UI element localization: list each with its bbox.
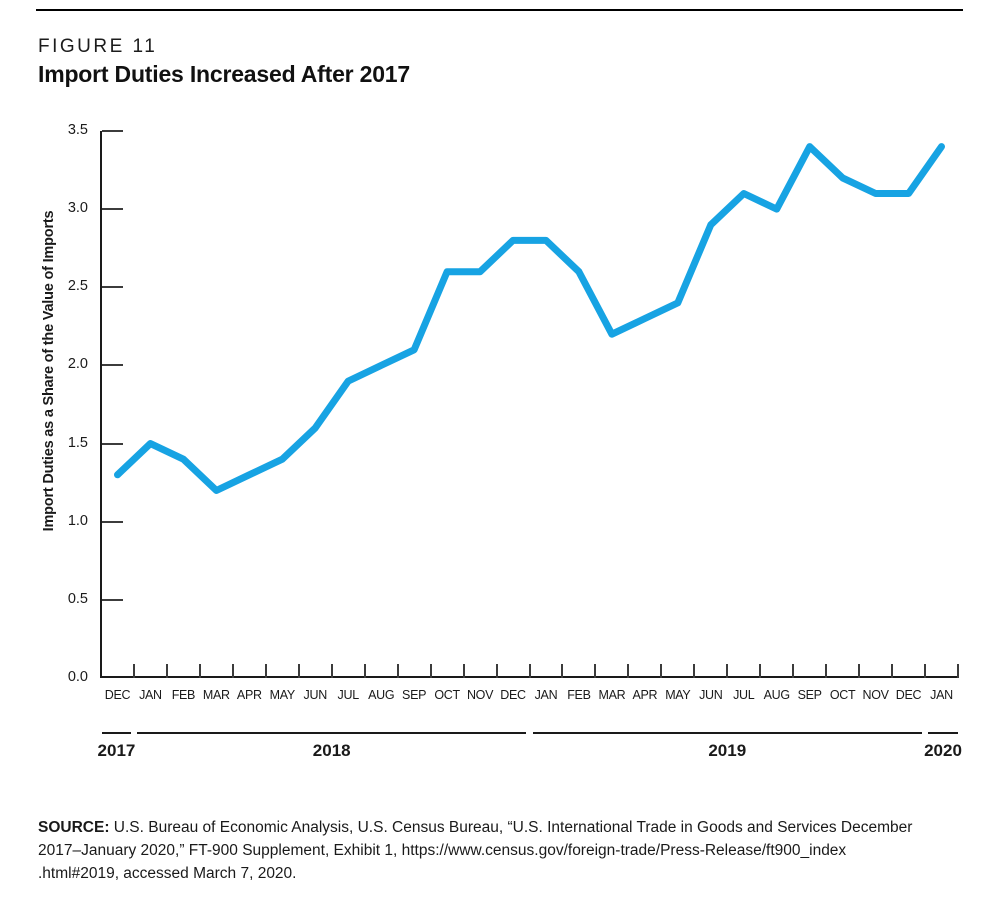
- y-tick-label: 3.0: [67, 200, 88, 217]
- top-rule: [36, 9, 963, 11]
- x-tick: [264, 664, 267, 678]
- figure-title: Import Duties Increased After 2017: [38, 61, 410, 87]
- source-label: SOURCE:: [38, 819, 114, 836]
- x-tick: [924, 664, 927, 678]
- x-month-label: APR: [632, 688, 658, 702]
- x-tick: [198, 664, 201, 678]
- x-month-label: AUG: [368, 688, 395, 702]
- x-tick: [165, 664, 168, 678]
- year-line: [928, 732, 958, 734]
- x-month-label: SEP: [402, 688, 427, 702]
- x-month-label: OCT: [829, 688, 856, 702]
- y-tick: [102, 598, 123, 601]
- y-tick-label: 2.5: [67, 278, 88, 295]
- y-tick-label: 0.0: [67, 669, 88, 685]
- year-label: 2017: [97, 741, 136, 760]
- x-month-label: DEC: [104, 688, 131, 702]
- x-tick: [693, 664, 696, 678]
- y-tick: [102, 442, 123, 445]
- source-line: 2017–January 2020,” FT-900 Supplement, E…: [38, 842, 847, 859]
- x-tick: [594, 664, 597, 678]
- x-month-label: OCT: [434, 688, 460, 702]
- year-label: 2020: [924, 741, 962, 760]
- y-tick-label: 0.5: [67, 590, 88, 607]
- x-tick: [231, 664, 234, 678]
- year-line: [136, 732, 527, 734]
- y-tick-label: 3.5: [67, 122, 88, 138]
- x-month-label: JUN: [303, 688, 328, 702]
- y-axis-line: [100, 131, 102, 678]
- x-tick: [429, 664, 432, 678]
- x-month-label: DEC: [500, 688, 526, 702]
- x-tick: [957, 664, 959, 678]
- x-month-label: SEP: [797, 688, 822, 702]
- x-month-label: JAN: [534, 688, 558, 702]
- y-tick: [102, 130, 123, 132]
- x-tick: [330, 664, 333, 678]
- x-month-label: JUN: [699, 688, 723, 702]
- y-tick: [102, 286, 123, 289]
- figure-label: FIGURE 11: [38, 36, 158, 57]
- x-tick: [297, 664, 300, 678]
- x-tick: [132, 664, 135, 678]
- x-tick: [825, 664, 828, 678]
- x-tick: [462, 664, 465, 678]
- data-line: [114, 143, 945, 494]
- x-tick: [858, 664, 861, 678]
- year-line: [102, 732, 131, 734]
- x-month-label: AUG: [763, 688, 790, 702]
- x-tick: [792, 664, 795, 678]
- line-plot: [114, 143, 945, 494]
- x-month-label: JUL: [337, 688, 360, 702]
- x-tick: [363, 664, 366, 678]
- x-month-label: FEB: [171, 688, 196, 702]
- source-line: .html#2019, accessed March 7, 2020.: [38, 865, 297, 882]
- y-tick: [102, 208, 123, 211]
- x-tick: [561, 664, 564, 678]
- x-month-label: FEB: [567, 688, 591, 702]
- x-tick: [396, 664, 399, 678]
- x-month-label: JUL: [733, 688, 755, 702]
- x-tick: [726, 664, 729, 678]
- year-line: [532, 732, 923, 734]
- year-label: 2018: [312, 741, 351, 760]
- x-month-label: JAN: [139, 688, 162, 702]
- x-tick: [495, 664, 498, 678]
- x-month-label: APR: [236, 688, 262, 702]
- y-tick: [102, 364, 123, 367]
- x-tick: [528, 664, 531, 678]
- x-month-label: DEC: [895, 688, 922, 702]
- x-month-label: JAN: [930, 688, 953, 702]
- x-tick: [891, 664, 894, 678]
- x-month-label: NOV: [862, 688, 889, 702]
- x-month-label: MAR: [598, 688, 626, 702]
- source-note: SOURCE: U.S. Bureau of Economic Analysis…: [38, 816, 973, 885]
- x-tick: [627, 664, 630, 678]
- y-tick-label: 2.0: [67, 356, 88, 373]
- x-month-label: MAY: [269, 688, 296, 702]
- x-tick: [660, 664, 663, 678]
- y-tick-label: 1.5: [67, 434, 88, 451]
- x-tick: [759, 664, 762, 678]
- y-tick: [102, 520, 123, 523]
- source-line: SOURCE: U.S. Bureau of Economic Analysis…: [38, 819, 913, 836]
- x-month-label: MAR: [202, 688, 230, 702]
- year-label: 2019: [708, 741, 747, 760]
- y-tick-label: 1.0: [67, 512, 88, 529]
- x-month-label: MAY: [665, 688, 691, 702]
- x-month-label: NOV: [466, 688, 494, 702]
